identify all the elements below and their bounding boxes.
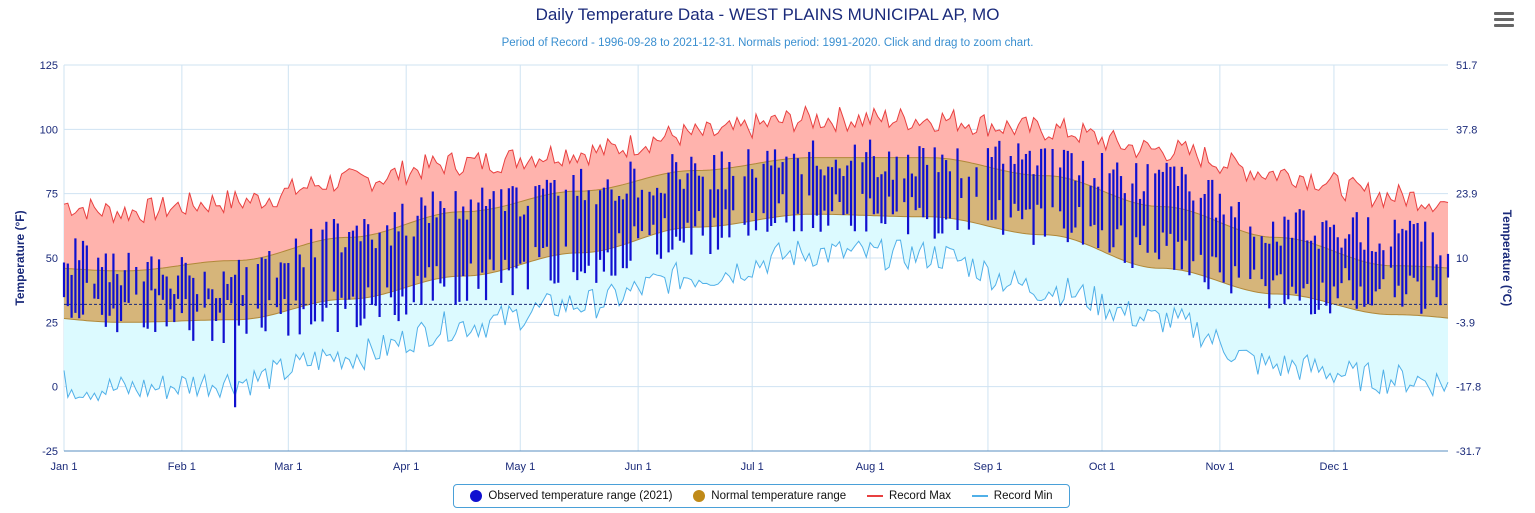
legend-label-normal: Normal temperature range <box>711 490 847 502</box>
y-tick-label-right: 23.9 <box>1456 189 1477 201</box>
y-tick-label-left: 125 <box>40 60 58 72</box>
y-tick-label-left: 75 <box>46 189 58 201</box>
y-tick-label-left: 0 <box>52 382 58 394</box>
record-min-band <box>64 214 1448 401</box>
chart-legend: Observed temperature range (2021) Normal… <box>453 484 1070 508</box>
chart-title: Daily Temperature Data - WEST PLAINS MUN… <box>535 5 1000 24</box>
y-tick-label-right: 10 <box>1456 253 1468 265</box>
x-tick-label: Dec 1 <box>1320 461 1349 473</box>
legend-item-normal[interactable]: Normal temperature range <box>693 490 846 502</box>
menu-bar-icon <box>1494 24 1514 27</box>
y-tick-label-right: -17.8 <box>1456 382 1481 394</box>
y-tick-label-right: 37.8 <box>1456 124 1477 136</box>
x-tick-label: Jan 1 <box>51 461 78 473</box>
x-tick-label: Apr 1 <box>393 461 419 473</box>
menu-bar-icon <box>1494 18 1514 21</box>
record-max-band <box>64 106 1448 271</box>
x-tick-label: Jul 1 <box>741 461 764 473</box>
menu-bar-icon <box>1494 12 1514 15</box>
record-min-line <box>63 237 1449 402</box>
temperature-chart[interactable]: 125 100 75 50 25 0 -25 51.7 37.8 23.9 10 -3.9 -17.8 -… <box>0 0 1535 480</box>
x-tick-label: Nov 1 <box>1205 461 1234 473</box>
x-tick-label: Oct 1 <box>1089 461 1115 473</box>
legend-item-record-max[interactable]: Record Max <box>866 490 951 502</box>
x-tick-label: Jun 1 <box>625 461 652 473</box>
y-tick-label-right: -31.7 <box>1456 446 1481 458</box>
y-tick-label-left: 25 <box>46 317 58 329</box>
y-tick-label-left: 100 <box>40 124 58 136</box>
legend-label-observed: Observed temperature range (2021) <box>488 490 673 502</box>
x-tick-label: Mar 1 <box>274 461 302 473</box>
y-tick-label-right: 51.7 <box>1456 60 1477 72</box>
normal-dot-icon <box>693 490 706 502</box>
x-tick-label: Feb 1 <box>168 461 196 473</box>
record-min-line-icon <box>971 495 988 497</box>
y-axis-title-right: Temperature (°C) <box>1500 210 1514 307</box>
y-tick-label-right: -3.9 <box>1456 317 1475 329</box>
legend-item-record-min[interactable]: Record Min <box>971 490 1053 502</box>
chart-menu-button[interactable] <box>1494 12 1514 28</box>
y-tick-label-left: -25 <box>42 446 58 458</box>
legend-label-record-max: Record Max <box>888 490 951 502</box>
y-axis-title-left: Temperature (°F) <box>13 210 27 305</box>
legend-item-observed[interactable]: Observed temperature range (2021) <box>470 490 673 502</box>
observed-dot-icon <box>470 490 483 502</box>
record-max-line <box>63 105 1449 225</box>
x-tick-label: Aug 1 <box>856 461 885 473</box>
chart-subtitle: Period of Record - 1996-09-28 to 2021-12… <box>501 37 1034 49</box>
normal-high-line <box>63 157 1449 272</box>
x-tick-label: Sep 1 <box>974 461 1003 473</box>
record-max-line-icon <box>866 495 883 497</box>
y-tick-label-left: 50 <box>46 253 58 265</box>
x-tick-label: May 1 <box>505 461 535 473</box>
legend-label-record-min: Record Min <box>993 490 1053 502</box>
